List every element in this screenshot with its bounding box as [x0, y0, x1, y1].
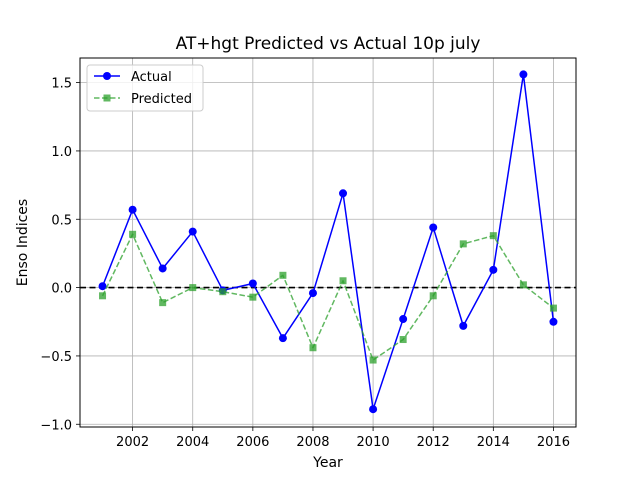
x-tick-label: 2004	[176, 435, 209, 450]
point-predicted	[309, 344, 317, 352]
y-tick-label: −0.5	[40, 350, 72, 365]
point-predicted	[249, 293, 257, 301]
plot-frame	[79, 57, 577, 428]
series-actual	[98, 70, 558, 414]
y-tick-label: 1.5	[51, 77, 72, 92]
legend-marker-predicted	[103, 94, 111, 102]
point-actual	[459, 321, 468, 330]
point-predicted	[99, 292, 107, 300]
series-layer	[98, 70, 558, 414]
point-actual	[399, 315, 408, 324]
point-actual	[248, 279, 257, 288]
point-actual	[188, 227, 197, 236]
point-actual	[489, 265, 498, 274]
y-axis-ticks: −1.0 −0.5 0.0 0.5 1.0 1.5	[40, 77, 80, 433]
point-predicted	[399, 336, 407, 344]
point-actual	[429, 223, 438, 232]
x-axis-ticks: 2002 2004 2006 2008 2010 2012 2014 2016	[116, 427, 570, 450]
legend-label-actual: Actual	[131, 70, 172, 85]
x-tick-label: 2012	[417, 435, 450, 450]
series-line-predicted	[101, 233, 554, 361]
point-predicted	[189, 284, 197, 292]
y-axis-label: Enso Indices	[15, 199, 31, 286]
point-actual	[98, 282, 107, 291]
point-actual	[278, 334, 287, 343]
point-predicted	[339, 277, 347, 285]
y-tick-label: 1.0	[51, 145, 72, 160]
legend-marker-actual	[103, 72, 111, 80]
point-actual	[158, 264, 167, 273]
legend-label-predicted: Predicted	[131, 92, 192, 107]
legend: Actual Predicted	[86, 64, 204, 112]
point-predicted	[219, 288, 227, 296]
x-tick-label: 2002	[116, 435, 149, 450]
x-tick-label: 2006	[236, 435, 269, 450]
x-tick-label: 2014	[477, 435, 510, 450]
point-predicted	[429, 292, 437, 300]
series-line-actual	[101, 73, 555, 410]
point-predicted	[459, 240, 467, 248]
chart-title: AT+hgt Predicted vs Actual 10p july	[176, 34, 481, 54]
point-predicted	[129, 230, 137, 238]
point-actual	[369, 405, 378, 414]
point-actual	[339, 189, 348, 198]
point-predicted	[489, 232, 497, 240]
point-actual	[549, 317, 558, 326]
legend-entry-actual: Actual	[94, 70, 172, 85]
point-predicted	[519, 281, 527, 289]
point-predicted	[279, 271, 287, 279]
point-predicted	[369, 356, 377, 364]
x-tick-label: 2010	[357, 435, 390, 450]
y-tick-label: 0.0	[51, 282, 72, 297]
point-actual	[308, 289, 317, 298]
x-axis-label: Year	[312, 455, 343, 471]
point-actual	[519, 70, 528, 79]
legend-entry-predicted: Predicted	[94, 92, 192, 107]
y-tick-label: 0.5	[51, 213, 72, 228]
point-predicted	[549, 304, 557, 312]
x-tick-label: 2016	[537, 435, 570, 450]
point-actual	[128, 205, 137, 214]
y-tick-label: −1.0	[40, 418, 72, 433]
x-tick-label: 2008	[296, 435, 329, 450]
series-predicted	[99, 230, 557, 364]
point-predicted	[159, 299, 167, 307]
